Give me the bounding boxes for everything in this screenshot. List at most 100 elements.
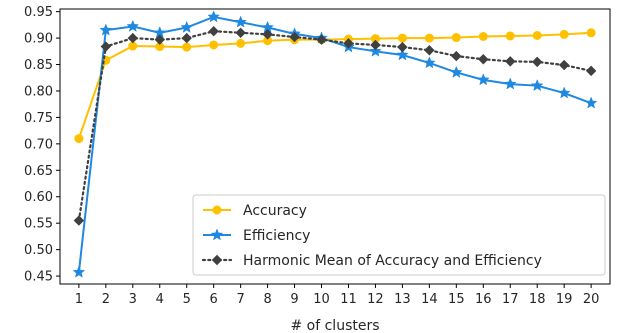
x-tick-label: 2 (102, 292, 110, 307)
x-axis-label: # of clusters (290, 318, 379, 333)
data-point (451, 33, 461, 43)
legend-entry: Efficiency (203, 228, 310, 244)
y-tick-label: 0.85 (24, 58, 53, 73)
y-tick-label: 0.95 (24, 5, 53, 20)
data-point (74, 134, 84, 144)
data-point (99, 23, 113, 36)
data-point (585, 65, 597, 77)
data-point (73, 215, 85, 226)
x-tick-label: 3 (129, 292, 137, 307)
y-tick-label: 0.65 (24, 164, 53, 179)
x-tick-label: 5 (183, 292, 191, 307)
data-point (207, 10, 221, 23)
series-3 (73, 26, 597, 226)
y-axis: 0.45 0.50 0.55 0.60 0.65 0.70 0.75 0.80 0.85 0.90… (24, 5, 60, 285)
series-layer (72, 10, 598, 278)
data-point (584, 96, 598, 109)
legend-label: Harmonic Mean of Accuracy and Efficiency (243, 253, 542, 269)
data-point (234, 15, 247, 28)
data-point (531, 56, 543, 68)
y-tick-label: 0.50 (24, 243, 53, 258)
data-point (451, 50, 462, 62)
legend-box (192, 194, 606, 276)
x-tick-label: 10 (313, 292, 330, 307)
series-line (77, 30, 593, 222)
x-tick-label: 8 (263, 292, 271, 307)
data-point (505, 31, 515, 41)
series-1 (74, 28, 596, 144)
data-point (343, 38, 354, 49)
data-point (424, 33, 434, 43)
data-point (208, 26, 219, 37)
x-tick-label: 16 (475, 292, 492, 307)
legend-entry: Accuracy (203, 203, 307, 219)
data-point (369, 44, 382, 57)
y-tick-label: 0.90 (24, 32, 53, 47)
x-tick-label: 15 (448, 292, 465, 307)
x-tick-label: 11 (340, 292, 357, 307)
y-tick-label: 0.45 (24, 270, 53, 285)
x-tick-label: 7 (236, 292, 244, 307)
data-point (181, 32, 192, 44)
legend-label: Efficiency (243, 228, 310, 244)
series-line (77, 31, 592, 139)
data-point (154, 34, 165, 45)
legend-label: Accuracy (243, 203, 307, 219)
data-point (289, 31, 300, 43)
data-point (557, 86, 571, 99)
x-tick-label: 4 (156, 292, 164, 307)
data-point (586, 28, 596, 38)
x-tick-label: 6 (210, 292, 218, 307)
data-point (396, 48, 409, 61)
data-point (532, 30, 542, 40)
data-point (449, 65, 463, 78)
data-point (397, 41, 408, 53)
x-tick-label: 17 (502, 292, 519, 307)
y-tick-label: 0.75 (24, 111, 53, 126)
data-point (209, 40, 219, 50)
y-tick-label: 0.80 (24, 84, 53, 99)
data-point (503, 77, 517, 90)
data-point (127, 32, 139, 44)
data-point (424, 45, 435, 56)
data-point (100, 41, 112, 52)
y-tick-label: 0.70 (24, 137, 53, 152)
data-point (235, 27, 246, 39)
x-tick-label: 20 (583, 292, 600, 307)
data-point (236, 38, 246, 48)
x-tick-label: 1 (75, 292, 83, 307)
x-axis: 1 2 3 4 5 6 7 8 9 10 11 12 13 14 15 16 17 18 19 20 (75, 284, 600, 307)
x-tick-label: 12 (367, 292, 384, 307)
data-point (180, 20, 194, 33)
x-tick-label: 18 (529, 292, 546, 307)
x-tick-label: 14 (421, 292, 438, 307)
data-point (505, 56, 516, 67)
plot-frame (59, 8, 611, 285)
data-point (423, 56, 436, 69)
y-tick-label: 0.60 (24, 190, 53, 205)
plot-area (59, 8, 611, 285)
data-point (370, 39, 381, 51)
data-point (558, 59, 570, 71)
data-point (478, 54, 489, 65)
data-point (397, 33, 407, 43)
legend: Accuracy Efficiency Harmonic Mean of Accur… (192, 194, 606, 276)
x-tick-label: 19 (556, 292, 573, 307)
data-point (262, 29, 273, 40)
legend-marker (211, 254, 223, 266)
data-point (182, 42, 192, 52)
y-tick-label: 0.55 (24, 217, 53, 232)
data-point (530, 78, 544, 92)
data-point (72, 265, 86, 278)
legend-entry: Harmonic Mean of Accuracy and Efficiency (201, 253, 542, 269)
data-point (478, 32, 488, 41)
data-point (316, 34, 327, 45)
legend-marker (212, 205, 222, 215)
data-point (559, 29, 569, 39)
data-point (126, 19, 140, 32)
legend-marker (210, 228, 224, 241)
x-tick-label: 9 (290, 292, 298, 307)
x-tick-label: 13 (394, 292, 411, 307)
data-point (476, 73, 490, 86)
